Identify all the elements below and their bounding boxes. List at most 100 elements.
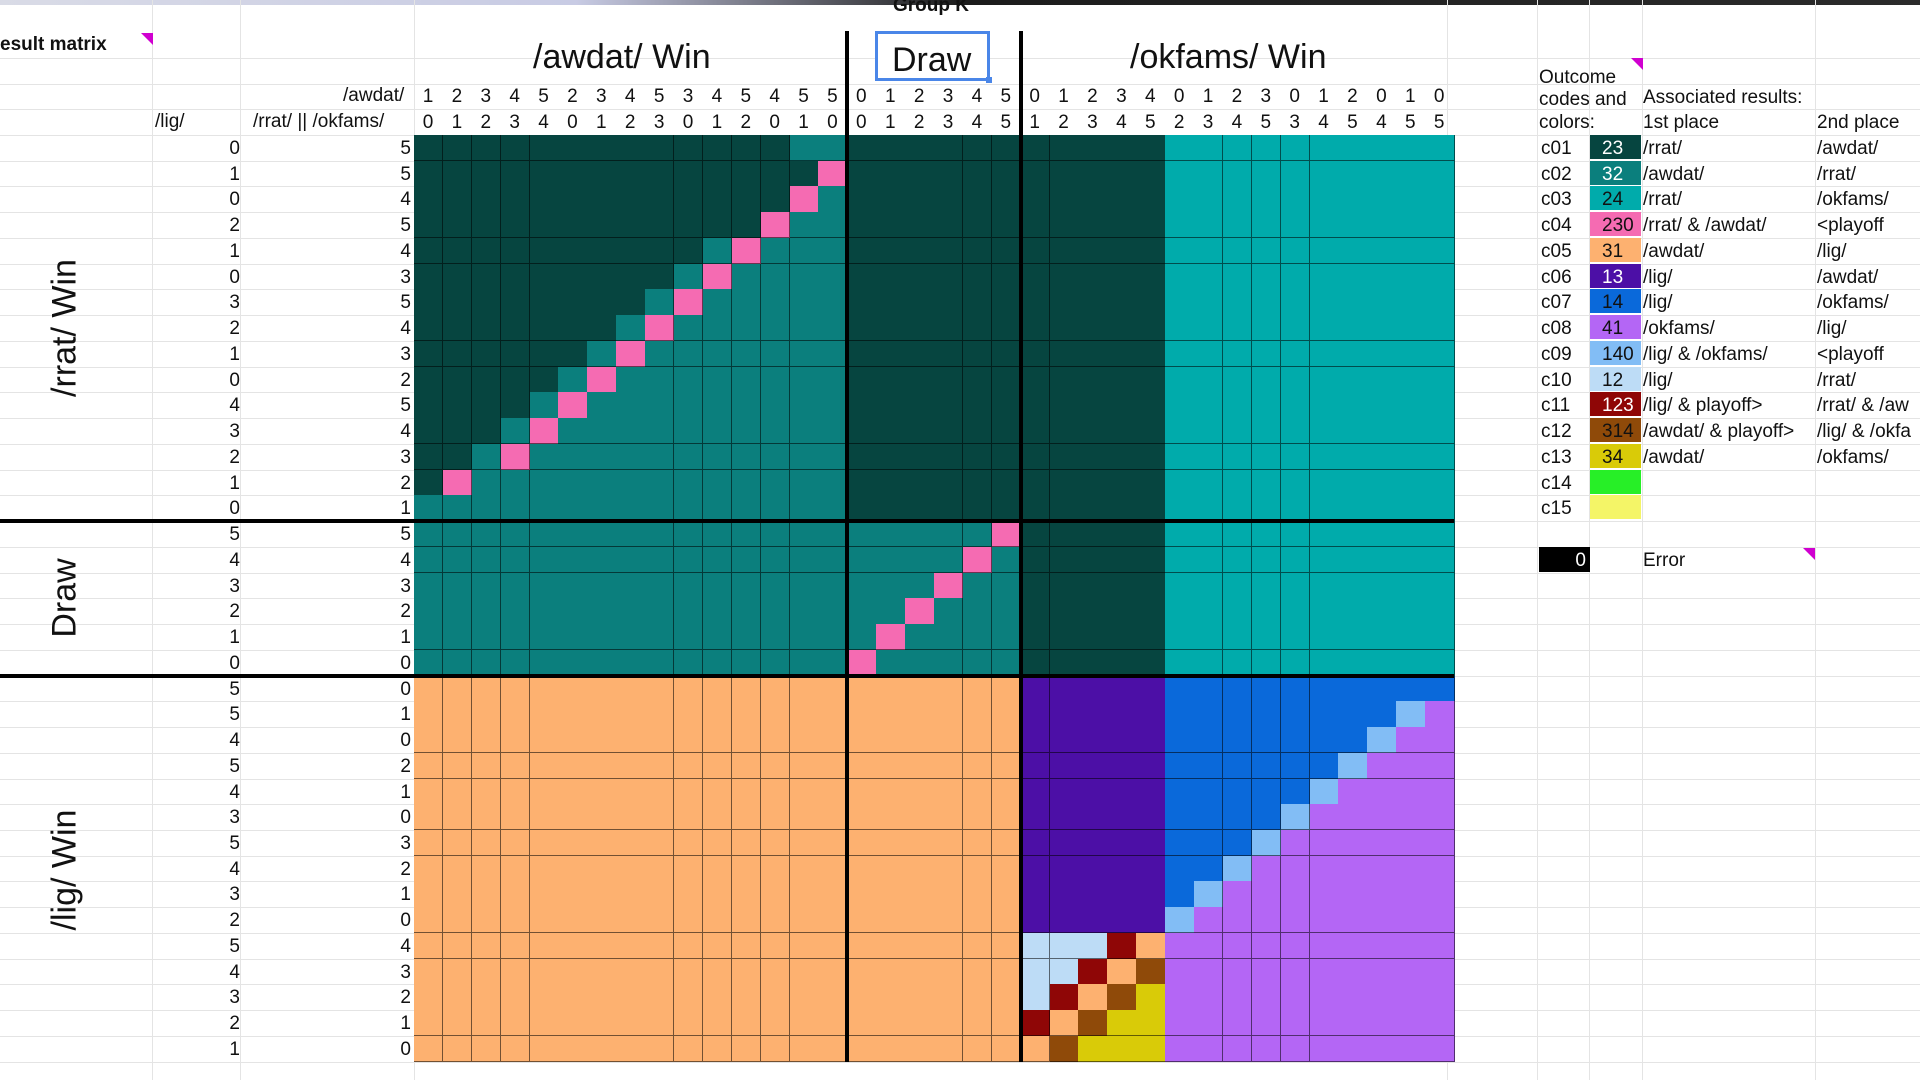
matrix-cell[interactable]	[991, 881, 1022, 908]
matrix-cell[interactable]	[1396, 135, 1426, 162]
matrix-cell[interactable]	[1280, 546, 1311, 574]
matrix-cell[interactable]	[1367, 778, 1397, 805]
matrix-cell[interactable]	[934, 804, 964, 831]
matrix-cell[interactable]	[1049, 984, 1079, 1011]
matrix-cell[interactable]	[1309, 855, 1339, 882]
matrix-cell[interactable]	[760, 212, 791, 239]
matrix-cell[interactable]	[1049, 212, 1079, 239]
matrix-cell[interactable]	[414, 469, 444, 496]
matrix-cell[interactable]	[962, 829, 993, 857]
matrix-cell[interactable]	[1136, 186, 1166, 213]
matrix-cell[interactable]	[414, 855, 444, 882]
matrix-cell[interactable]	[674, 186, 704, 213]
matrix-cell[interactable]	[847, 186, 877, 213]
matrix-cell[interactable]	[1367, 804, 1397, 831]
matrix-cell[interactable]	[1194, 340, 1224, 368]
matrix-cell[interactable]	[934, 984, 964, 1011]
matrix-cell[interactable]	[471, 495, 502, 522]
matrix-cell[interactable]	[905, 366, 935, 393]
matrix-cell[interactable]	[1309, 649, 1339, 677]
matrix-cell[interactable]	[1425, 701, 1455, 728]
matrix-cell[interactable]	[587, 521, 617, 548]
matrix-cell[interactable]	[1020, 881, 1051, 908]
matrix-cell[interactable]	[962, 135, 993, 162]
matrix-cell[interactable]	[558, 135, 588, 162]
matrix-cell[interactable]	[616, 160, 646, 187]
matrix-cell[interactable]	[1136, 546, 1166, 574]
matrix-cell[interactable]	[731, 212, 762, 239]
matrix-cell[interactable]	[442, 315, 473, 342]
matrix-cell[interactable]	[1367, 469, 1397, 496]
matrix-cell[interactable]	[1049, 418, 1079, 445]
matrix-cell[interactable]	[731, 340, 762, 368]
matrix-cell[interactable]	[702, 443, 733, 471]
matrix-cell[interactable]	[442, 752, 473, 779]
matrix-cell[interactable]	[414, 958, 444, 985]
matrix-cell[interactable]	[1078, 366, 1108, 393]
matrix-cell[interactable]	[1020, 160, 1051, 187]
matrix-cell[interactable]	[760, 778, 791, 805]
matrix-cell[interactable]	[616, 778, 646, 805]
matrix-cell[interactable]	[905, 1010, 935, 1037]
matrix-cell[interactable]	[731, 443, 762, 471]
matrix-cell[interactable]	[1425, 1035, 1455, 1063]
comment-marker[interactable]	[141, 33, 153, 45]
matrix-cell[interactable]	[500, 727, 531, 754]
matrix-cell[interactable]	[1280, 701, 1311, 728]
matrix-cell[interactable]	[471, 289, 502, 316]
matrix-cell[interactable]	[616, 212, 646, 239]
matrix-cell[interactable]	[587, 186, 617, 213]
matrix-cell[interactable]	[702, 752, 733, 779]
matrix-cell[interactable]	[529, 1010, 559, 1037]
matrix-cell[interactable]	[1251, 392, 1282, 419]
matrix-cell[interactable]	[731, 495, 762, 522]
matrix-cell[interactable]	[702, 263, 733, 290]
matrix-cell[interactable]	[789, 598, 819, 625]
matrix-cell[interactable]	[847, 932, 877, 960]
matrix-cell[interactable]	[1136, 289, 1166, 316]
matrix-cell[interactable]	[587, 572, 617, 599]
matrix-cell[interactable]	[1165, 829, 1195, 857]
matrix-cell[interactable]	[991, 829, 1022, 857]
matrix-cell[interactable]	[529, 829, 559, 857]
matrix-cell[interactable]	[414, 907, 444, 934]
matrix-cell[interactable]	[818, 160, 848, 187]
matrix-cell[interactable]	[731, 315, 762, 342]
matrix-cell[interactable]	[1425, 907, 1455, 934]
matrix-cell[interactable]	[789, 289, 819, 316]
matrix-cell[interactable]	[934, 443, 964, 471]
matrix-cell[interactable]	[934, 315, 964, 342]
matrix-cell[interactable]	[847, 160, 877, 187]
matrix-cell[interactable]	[1367, 392, 1397, 419]
matrix-cell[interactable]	[558, 315, 588, 342]
matrix-cell[interactable]	[789, 315, 819, 342]
matrix-cell[interactable]	[500, 263, 531, 290]
matrix-cell[interactable]	[1165, 340, 1195, 368]
matrix-cell[interactable]	[1251, 624, 1282, 651]
matrix-cell[interactable]	[442, 984, 473, 1011]
matrix-cell[interactable]	[645, 1035, 675, 1063]
matrix-cell[interactable]	[1251, 829, 1282, 857]
matrix-cell[interactable]	[1425, 778, 1455, 805]
matrix-cell[interactable]	[1078, 881, 1108, 908]
matrix-cell[interactable]	[529, 572, 559, 599]
matrix-cell[interactable]	[645, 443, 675, 471]
matrix-cell[interactable]	[934, 186, 964, 213]
matrix-cell[interactable]	[1280, 804, 1311, 831]
matrix-cell[interactable]	[991, 289, 1022, 316]
matrix-cell[interactable]	[616, 135, 646, 162]
matrix-cell[interactable]	[1107, 958, 1137, 985]
matrix-cell[interactable]	[731, 804, 762, 831]
matrix-cell[interactable]	[674, 289, 704, 316]
matrix-cell[interactable]	[731, 469, 762, 496]
matrix-cell[interactable]	[847, 984, 877, 1011]
matrix-cell[interactable]	[1194, 521, 1224, 548]
matrix-cell[interactable]	[1280, 160, 1311, 187]
matrix-cell[interactable]	[1078, 443, 1108, 471]
matrix-cell[interactable]	[645, 366, 675, 393]
matrix-cell[interactable]	[991, 984, 1022, 1011]
matrix-cell[interactable]	[529, 237, 559, 265]
matrix-cell[interactable]	[847, 135, 877, 162]
matrix-cell[interactable]	[847, 340, 877, 368]
matrix-cell[interactable]	[962, 546, 993, 574]
